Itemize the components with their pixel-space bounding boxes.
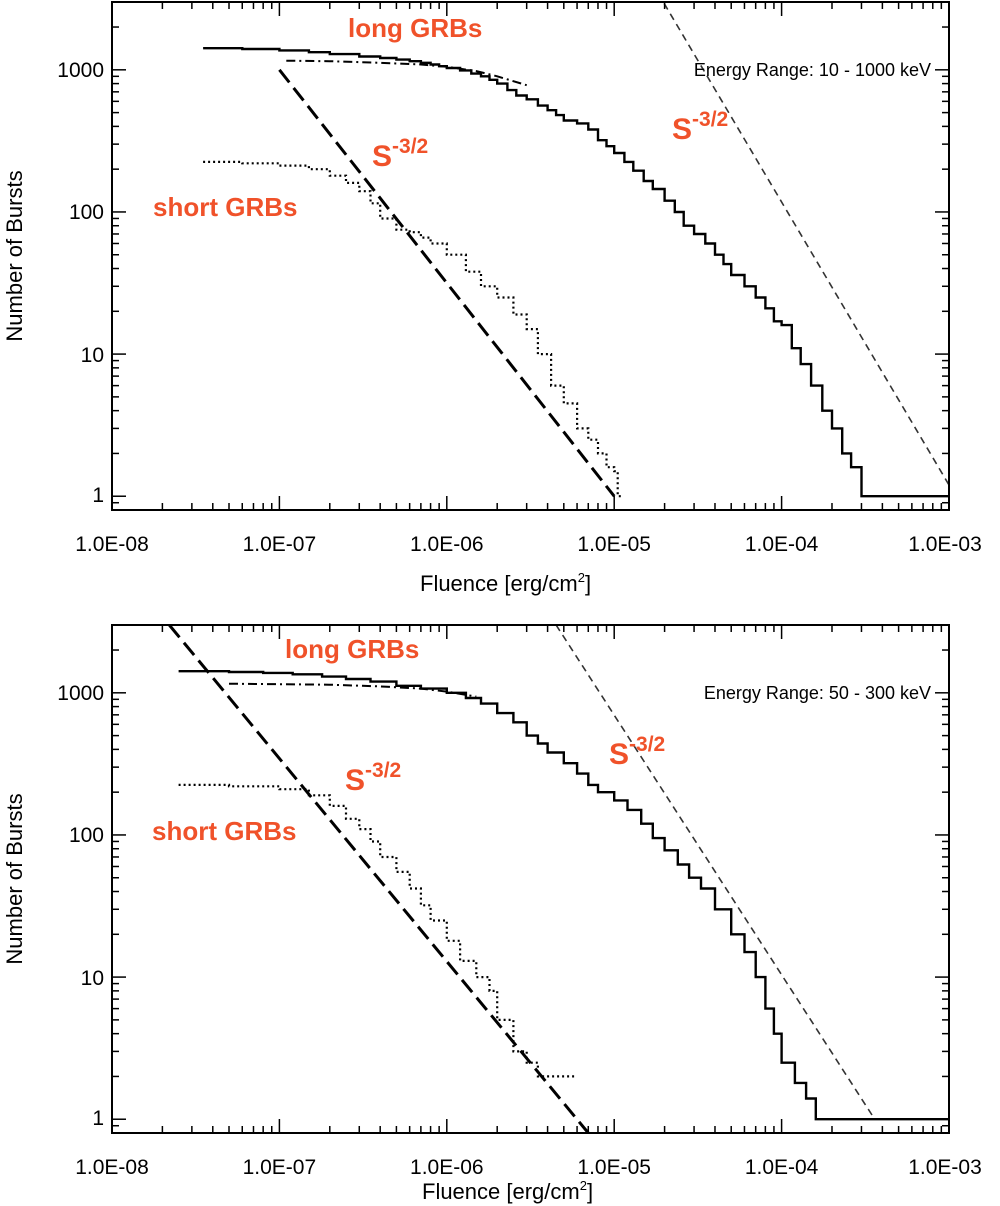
bottom-x-axis-title: Fluence [erg/cm2] xyxy=(422,1178,593,1204)
top-plot-frame xyxy=(111,1,950,511)
bottom-y-tick-label: 10 xyxy=(81,967,104,990)
bottom-short-grbs-label: short GRBs xyxy=(152,816,296,846)
panel-top: 1.0E-08 1.0E-07 1.0E-06 1.0E-05 1.0E-04 … xyxy=(2,1,982,596)
top-y-tick-label: 1000 xyxy=(57,59,104,82)
top-x-tick-labels: 1.0E-08 1.0E-07 1.0E-06 1.0E-05 1.0E-04 … xyxy=(75,533,982,556)
bottom-x-tick-label: 1.0E-08 xyxy=(75,1156,149,1179)
top-slope-label-left: S-3/2 xyxy=(372,135,428,173)
top-series-short-grbs xyxy=(203,160,622,498)
top-y-tick-label: 100 xyxy=(69,201,104,224)
bottom-y-axis-title: Number of Bursts xyxy=(2,793,27,964)
bottom-x-tick-label: 1.0E-07 xyxy=(243,1156,317,1179)
top-x-tick-label: 1.0E-03 xyxy=(908,533,982,556)
top-short-grbs-label: short GRBs xyxy=(153,192,297,222)
bottom-y-tick-label: 100 xyxy=(69,824,104,847)
top-long-grbs-label: long GRBs xyxy=(348,13,482,43)
top-x-tick-label: 1.0E-05 xyxy=(577,533,651,556)
bottom-series-long-grbs xyxy=(178,670,949,1121)
bottom-long-grbs-label: long GRBs xyxy=(285,634,419,664)
bottom-reference-long-dash-line xyxy=(168,625,590,1133)
bottom-slope-label-left: S-3/2 xyxy=(345,759,401,797)
top-ticks-layer xyxy=(111,1,950,511)
bottom-plot-frame xyxy=(111,624,950,1134)
bottom-series-short-grbs xyxy=(178,783,578,1078)
top-x-tick-label: 1.0E-04 xyxy=(745,533,819,556)
bottom-y-tick-labels: 1 10 100 1000 xyxy=(57,682,104,1130)
top-slope-label-right: S-3/2 xyxy=(672,108,728,146)
bottom-y-tick-label: 1000 xyxy=(57,682,104,705)
bottom-y-tick-label: 1 xyxy=(92,1107,104,1130)
panel-bottom: 1.0E-08 1.0E-07 1.0E-06 1.0E-05 1.0E-04 … xyxy=(2,624,982,1204)
bottom-series-long-grbs-model xyxy=(228,682,477,698)
bottom-x-tick-label: 1.0E-03 xyxy=(908,1156,982,1179)
bottom-slope-label-right: S-3/2 xyxy=(609,733,665,771)
top-y-tick-label: 10 xyxy=(81,344,104,367)
top-series-layer xyxy=(203,2,949,498)
bottom-x-tick-labels: 1.0E-08 1.0E-07 1.0E-06 1.0E-05 1.0E-04 … xyxy=(75,1156,982,1179)
top-reference-thin-dash-line xyxy=(662,2,949,486)
top-y-tick-labels: 1 10 100 1000 xyxy=(57,59,104,507)
top-series-long-grbs xyxy=(203,47,949,498)
bottom-series-layer xyxy=(168,625,949,1133)
top-x-tick-label: 1.0E-07 xyxy=(243,533,317,556)
top-y-tick-label: 1 xyxy=(92,484,104,507)
bottom-x-tick-label: 1.0E-06 xyxy=(410,1156,484,1179)
top-y-axis-title: Number of Bursts xyxy=(2,170,27,341)
top-series-long-grbs-model xyxy=(286,59,527,87)
top-energy-range-label: Energy Range: 10 - 1000 keV xyxy=(694,60,931,80)
bottom-x-tick-label: 1.0E-05 xyxy=(577,1156,651,1179)
top-x-tick-label: 1.0E-08 xyxy=(75,533,149,556)
bottom-x-tick-label: 1.0E-04 xyxy=(745,1156,819,1179)
bottom-energy-range-label: Energy Range: 50 - 300 keV xyxy=(704,683,931,703)
top-x-tick-label: 1.0E-06 xyxy=(410,533,484,556)
bottom-reference-thin-dash-line xyxy=(555,625,876,1120)
top-x-axis-title: Fluence [erg/cm2] xyxy=(420,570,591,596)
top-reference-long-dash-line xyxy=(278,68,616,498)
